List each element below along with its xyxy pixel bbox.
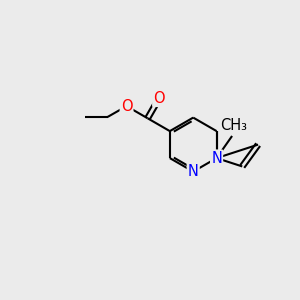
Text: O: O xyxy=(153,91,165,106)
Text: N: N xyxy=(211,151,222,166)
Text: N: N xyxy=(188,164,199,179)
Text: CH₃: CH₃ xyxy=(220,118,247,133)
Text: O: O xyxy=(121,99,132,114)
